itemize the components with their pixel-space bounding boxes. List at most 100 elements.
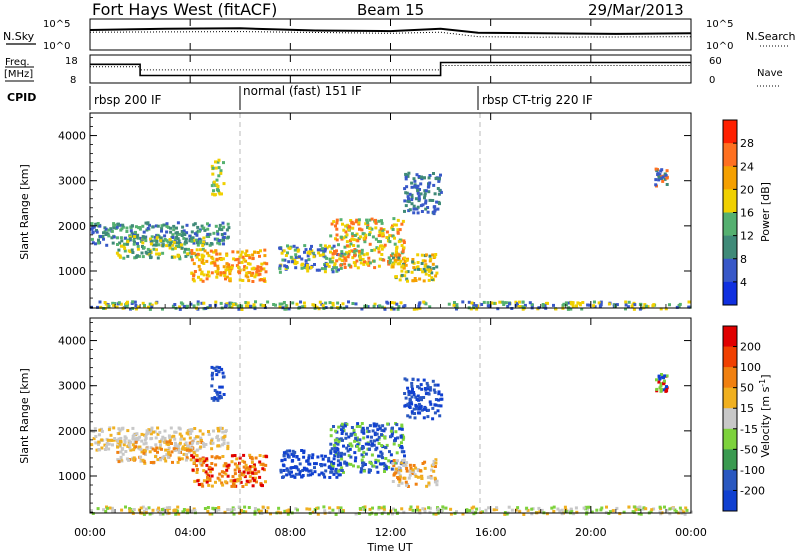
echo-cell (560, 508, 564, 512)
echo-cell (434, 458, 438, 462)
echo-cell (185, 231, 189, 235)
echo-cell (177, 450, 181, 454)
echo-cell (202, 236, 206, 240)
echo-cell (165, 230, 169, 234)
echo-cell (221, 430, 225, 434)
echo-cell (362, 236, 366, 240)
echo-cell (168, 244, 172, 247)
echo-cell (354, 302, 358, 306)
echo-cell (400, 450, 404, 454)
echo-cell (410, 402, 414, 406)
echo-cell (394, 508, 397, 512)
colorbar-tick-label-1: 24 (740, 160, 754, 173)
echo-cell (223, 274, 227, 278)
echo-cell (100, 446, 104, 450)
echo-cell (364, 452, 368, 456)
echo-cell (253, 507, 257, 510)
echo-cell (320, 267, 324, 271)
echo-cell (160, 439, 164, 443)
echo-cell (164, 459, 168, 463)
echo-cell (424, 388, 428, 392)
echo-cell (233, 468, 237, 472)
echo-cell (392, 307, 396, 311)
echo-cell (123, 438, 127, 442)
echo-cell (216, 434, 220, 438)
echo-cell (402, 246, 406, 250)
echo-cell (258, 454, 262, 457)
echo-cell (659, 307, 663, 311)
echo-cell (182, 437, 186, 441)
echo-cell (264, 270, 268, 274)
echo-cell (135, 235, 139, 239)
echo-cell (165, 442, 169, 446)
echo-cell (199, 436, 203, 440)
echo-cell (432, 172, 435, 175)
echo-cell (226, 222, 230, 226)
echo-cell (117, 248, 121, 252)
echo-cell (196, 448, 200, 452)
echo-cell (358, 256, 362, 260)
echo-cell (337, 425, 341, 429)
echo-cell (285, 473, 289, 477)
echo-cell (432, 210, 435, 214)
echo-cell (130, 224, 134, 228)
echo-cell (421, 270, 425, 274)
echo-cell (323, 509, 327, 513)
echo-cell (90, 222, 94, 226)
echo-cell (116, 236, 119, 240)
echo-cell (116, 450, 120, 454)
echo-cell (357, 236, 361, 240)
echo-cell (215, 252, 219, 256)
echo-cell (395, 255, 399, 258)
echo-cell (280, 302, 284, 306)
echo-cell (350, 444, 354, 448)
echo-cell (112, 226, 116, 230)
echo-cell (251, 256, 255, 260)
echo-cell (426, 185, 430, 189)
echo-cell (541, 304, 545, 308)
echo-cell (380, 454, 384, 458)
echo-cell (155, 508, 159, 512)
echo-cell (303, 266, 307, 270)
echo-cell (410, 472, 414, 475)
echo-cell (427, 278, 431, 282)
echo-cell (426, 415, 430, 419)
echo-cell (418, 469, 422, 473)
echo-cell (125, 301, 128, 305)
echo-cell (665, 508, 669, 512)
echo-cell (218, 426, 222, 430)
echo-cell (360, 422, 364, 425)
echo-cell (207, 274, 211, 278)
echo-cell (206, 222, 209, 226)
echo-cell (217, 506, 221, 509)
echo-cell (665, 169, 669, 173)
echo-cell (429, 257, 433, 261)
echo-cell (172, 224, 176, 228)
echo-cell (435, 200, 439, 204)
echo-cell (304, 248, 308, 252)
echo-cell (94, 222, 98, 226)
echo-cell (222, 436, 226, 439)
echo-cell (262, 468, 266, 472)
echo-cell (431, 199, 435, 202)
echo-cell (210, 484, 214, 488)
echo-cell (396, 218, 400, 222)
colorbar-swatch-5 (723, 235, 737, 260)
echo-cell (103, 230, 107, 234)
echo-cell (121, 223, 125, 227)
echo-cell (158, 512, 162, 516)
echo-cell (176, 237, 180, 241)
echo-cell (387, 459, 391, 463)
echo-cell (416, 378, 420, 382)
echo-cell (147, 506, 151, 510)
echo-cell (329, 449, 333, 453)
echo-cell (92, 429, 96, 433)
echo-cell (184, 453, 188, 457)
echo-cell (254, 456, 258, 460)
echo-cell (627, 300, 631, 304)
echo-cell (380, 444, 384, 447)
echo-cell (398, 238, 402, 242)
echo-cell (215, 275, 219, 279)
echo-cell (435, 271, 439, 275)
echo-cell (373, 302, 377, 306)
